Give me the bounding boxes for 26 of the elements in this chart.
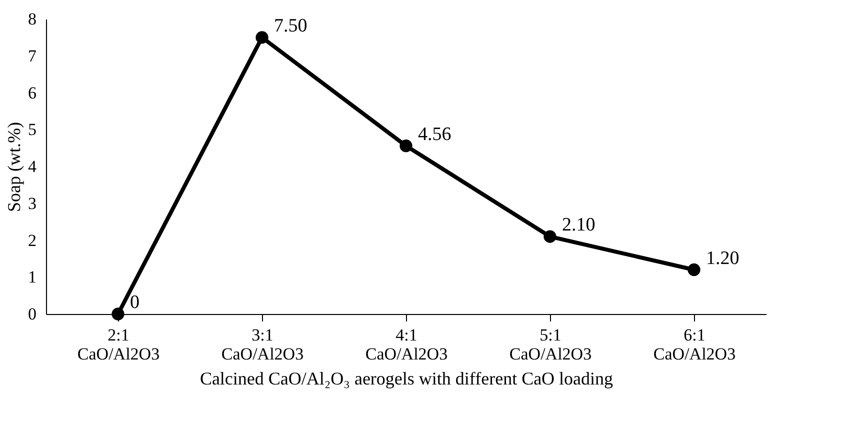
point: [544, 230, 556, 243]
y-tick-label: 4: [28, 157, 37, 176]
data-label: 4.56: [418, 124, 452, 145]
point: [112, 308, 124, 320]
point: [688, 263, 700, 276]
y-axis-title: Soap (wt.%): [4, 122, 24, 212]
x-tick-label: 5:1 CaO/Al2O3: [509, 326, 592, 364]
data-label: 7.50: [274, 15, 308, 36]
y-tick-label: 5: [28, 120, 36, 140]
y-tick-label: 7: [28, 46, 37, 66]
y-tick-label: 0: [28, 304, 36, 324]
x-tick-label: 4:1 CaO/Al2O3: [365, 326, 448, 364]
y-tick-label: 8: [28, 10, 36, 28]
x-tick-label: 3:1 CaO/Al2O3: [221, 326, 304, 364]
x-tick-label: 6:1 CaO/Al2O3: [653, 326, 736, 364]
y-tick-label: 6: [28, 83, 36, 102]
point: [256, 31, 268, 44]
data-label: 2.10: [562, 214, 596, 236]
y-tick-label: 2: [28, 230, 36, 250]
y-tick-label: 3: [28, 194, 36, 213]
y-tick-label: 1: [28, 268, 36, 287]
point: [400, 140, 412, 152]
data-label: 1.20: [706, 248, 740, 269]
x-tick-label: 2:1 CaO/Al2O3: [77, 326, 160, 364]
x-axis-title: Calcined CaO/Al₂O₃ aerogels with different CaO loading: [200, 368, 614, 388]
data-label: 0: [130, 292, 140, 313]
